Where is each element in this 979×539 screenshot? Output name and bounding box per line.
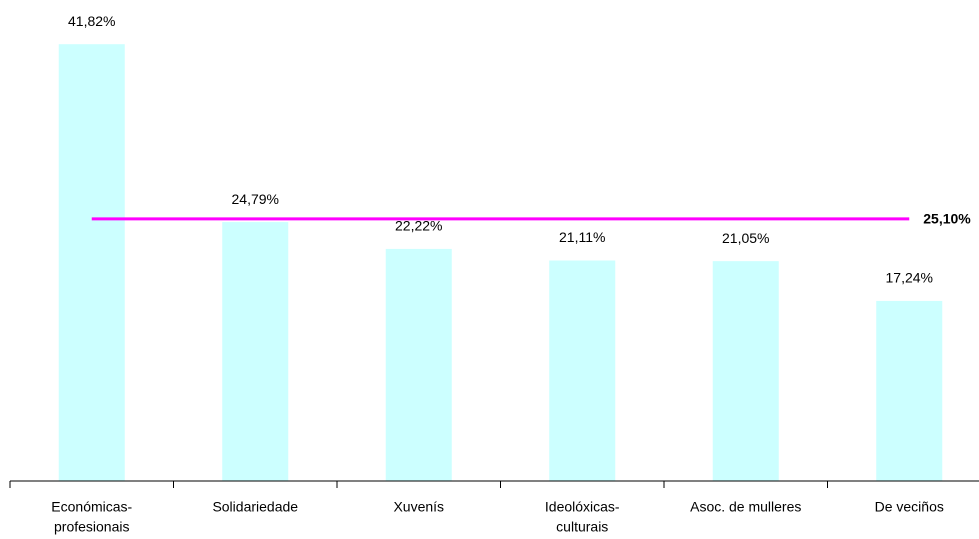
data-label: 17,24% xyxy=(886,270,933,286)
data-label: 41,82% xyxy=(68,13,115,29)
x-tick-label: Económicas- xyxy=(51,499,132,515)
bar xyxy=(58,44,125,482)
bar xyxy=(712,261,779,481)
data-label: 24,79% xyxy=(232,191,279,207)
data-label: 22,22% xyxy=(395,218,442,234)
x-tick-label: profesionais xyxy=(54,519,130,535)
bar xyxy=(385,248,452,481)
bar xyxy=(222,222,289,482)
x-tick-label: Solidariedade xyxy=(212,499,298,515)
x-tick-label: Asoc. de mulleres xyxy=(690,499,801,515)
x-tick-label: Xuvenís xyxy=(393,499,444,515)
reference-label: 25,10% xyxy=(923,211,971,227)
x-tick-label: De veciños xyxy=(875,499,944,515)
bar xyxy=(549,260,616,481)
data-label: 21,11% xyxy=(559,229,605,245)
x-tick-label: Ideolóxicas- xyxy=(545,499,620,515)
x-tick-label: culturais xyxy=(556,519,608,535)
data-label: 21,05% xyxy=(722,230,769,246)
bar xyxy=(876,300,943,481)
